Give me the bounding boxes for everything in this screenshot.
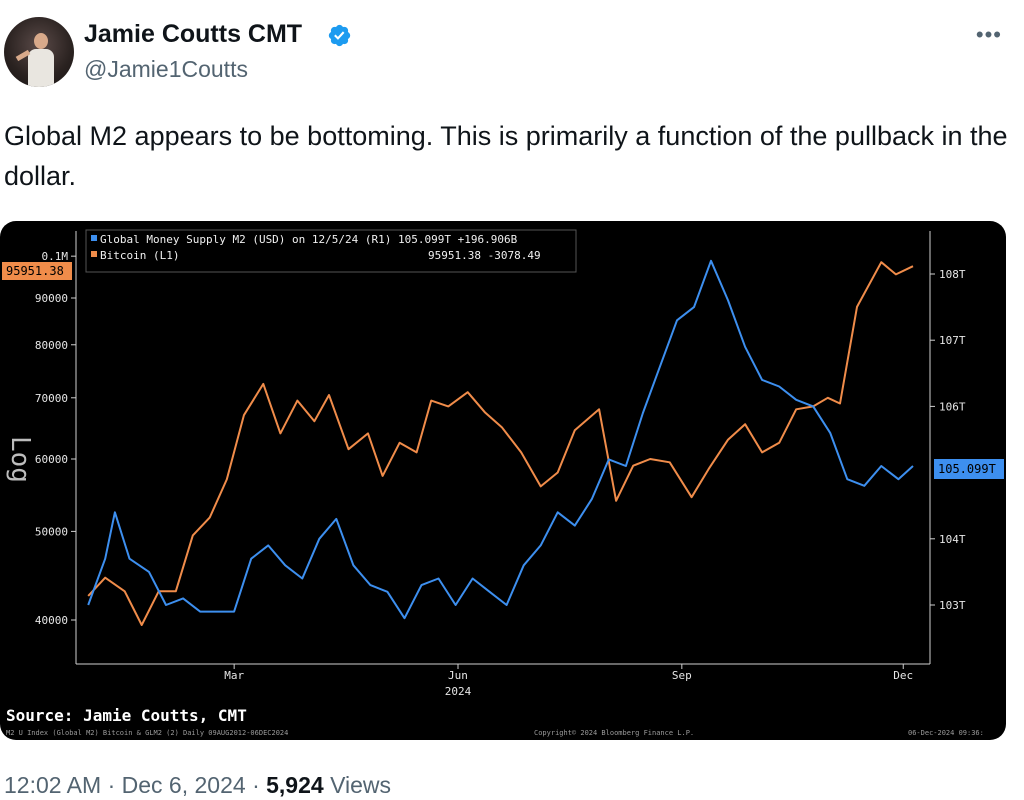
tweet-text: Global M2 appears to be bottoming. This …	[4, 121, 1008, 191]
right-tick-label: 104T	[939, 533, 966, 546]
x-year-label: 2024	[445, 685, 472, 698]
avatar-shirt	[28, 49, 54, 87]
left-tick-label: 60000	[35, 453, 68, 466]
m2-series-line	[87, 259, 914, 620]
legend-swatch-btc	[91, 251, 97, 257]
tweet-time[interactable]: 12:02 AM	[4, 772, 102, 798]
verified-badge-icon	[328, 24, 351, 47]
x-tick-label: Dec	[893, 669, 913, 682]
left-axis-ticks: 0.1M 90000 80000 70000 60000 50000 40000	[35, 250, 76, 627]
x-tick-label: Jun	[448, 669, 468, 682]
right-tick-label: 103T	[939, 599, 966, 612]
left-tick-label: 90000	[35, 292, 68, 305]
author-name[interactable]: Jamie Coutts CMT	[84, 20, 303, 48]
views-count: 5,924	[266, 772, 324, 798]
right-tick-label: 108T	[939, 268, 966, 281]
chart-image[interactable]: 0.1M 90000 80000 70000 60000 50000 40000 108T 1…	[0, 221, 1006, 740]
chart-footer-left: M2 U Index (Global M2) Bitcoin & GLM2 (2…	[6, 729, 288, 737]
avatar-face	[34, 33, 48, 49]
x-tick-label: Sep	[672, 669, 692, 682]
bitcoin-series-line	[87, 261, 914, 626]
right-tick-label: 107T	[939, 334, 966, 347]
legend-value-btc: 95951.38 -3078.49	[428, 249, 541, 262]
tweet-meta: 12:02 AM · Dec 6, 2024 · 5,924 Views	[4, 770, 391, 800]
chart-source: Source: Jamie Coutts, CMT	[6, 706, 247, 725]
legend-box	[85, 229, 577, 273]
legend-label-m2: Global Money Supply M2 (USD) on 12/5/24 …	[100, 233, 518, 246]
right-axis-ticks: 108T 107T 106T 104T 103T	[930, 268, 966, 612]
chart-footer-mid: Copyright© 2024 Bloomberg Finance L.P.	[534, 729, 694, 737]
legend-swatch-m2	[91, 235, 97, 241]
left-tick-label: 70000	[35, 392, 68, 405]
more-options-icon[interactable]: •••	[975, 22, 1002, 47]
left-tick-label: 0.1M	[42, 250, 69, 263]
x-axis-ticks: Mar Jun Sep Dec 2024	[224, 664, 913, 698]
meta-separator: ·	[107, 772, 116, 798]
left-tick-label: 50000	[35, 525, 68, 538]
avatar[interactable]	[4, 17, 74, 87]
btc-current-badge: 95951.38	[6, 264, 64, 278]
author-handle[interactable]: @Jamie1Coutts	[84, 56, 248, 82]
left-tick-label: 80000	[35, 339, 68, 352]
m2-current-badge-bg	[934, 459, 1004, 479]
m2-current-badge: 105.099T	[938, 462, 996, 476]
meta-separator: ·	[252, 772, 260, 798]
tweet-date[interactable]: Dec 6, 2024	[121, 772, 246, 798]
legend-label-btc: Bitcoin (L1)	[100, 249, 179, 262]
chart-footer-right: 06-Dec-2024 09:36:	[908, 729, 984, 737]
x-tick-label: Mar	[224, 669, 244, 682]
right-tick-label: 106T	[939, 400, 966, 413]
views-label: Views	[330, 772, 392, 798]
btc-current-badge-bg	[2, 262, 72, 280]
left-axis-label: Log	[5, 436, 35, 483]
left-tick-label: 40000	[35, 614, 68, 627]
